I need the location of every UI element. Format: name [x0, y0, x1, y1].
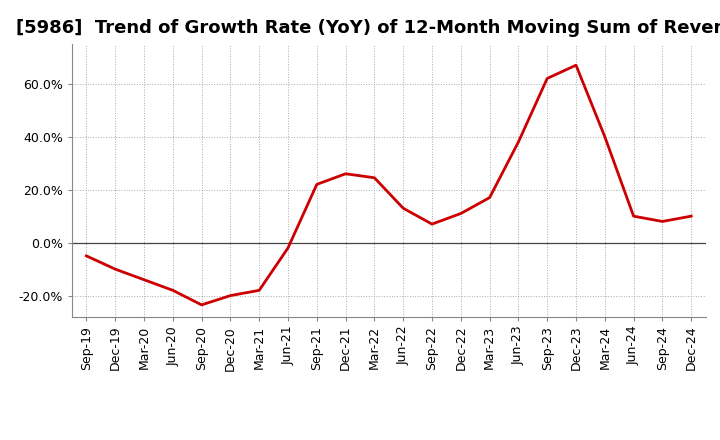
- Title: [5986]  Trend of Growth Rate (YoY) of 12-Month Moving Sum of Revenues: [5986] Trend of Growth Rate (YoY) of 12-…: [16, 19, 720, 37]
